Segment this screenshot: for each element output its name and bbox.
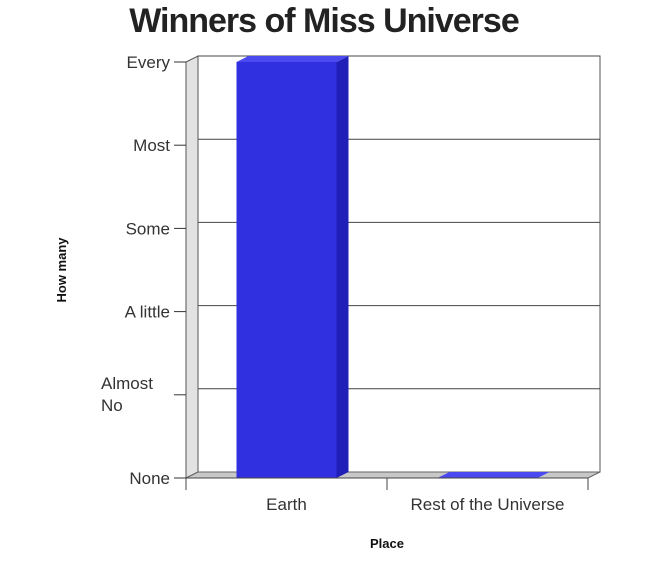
y-tick-label: A little [125,303,170,322]
plot-left-wall [185,55,199,479]
y-tick-label: Every [127,53,171,72]
bar-front [236,62,337,478]
x-tick-label: Earth [266,495,307,514]
bar-side [336,56,349,478]
x-axis: Earth Rest of the Universe [185,477,589,514]
bar [437,472,550,478]
bars [236,56,550,478]
y-tick-label: Almost No [101,374,153,415]
y-axis: None Almost No A little Some Most Every [101,53,186,488]
bar [236,56,349,478]
y-tick-label: None [129,469,170,488]
bar-top [236,56,349,62]
y-tick-label: Most [133,136,170,155]
left-wall [185,55,199,479]
x-axis-title: Place [370,536,404,551]
x-tick-label: Rest of the Universe [410,495,564,514]
chart-title: Winners of Miss Universe [129,2,519,40]
bar-top [437,472,550,478]
y-axis-title: How many [54,237,69,303]
y-tick-label: Some [126,219,170,238]
